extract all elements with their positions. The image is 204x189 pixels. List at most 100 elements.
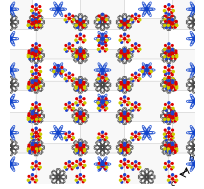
Circle shape — [171, 10, 173, 12]
Circle shape — [167, 117, 169, 119]
Circle shape — [123, 111, 125, 113]
Circle shape — [123, 48, 125, 50]
Circle shape — [65, 104, 66, 105]
Circle shape — [123, 50, 125, 52]
Circle shape — [163, 56, 165, 58]
Circle shape — [31, 54, 33, 56]
Circle shape — [35, 117, 37, 119]
Circle shape — [32, 115, 33, 116]
Circle shape — [164, 104, 165, 105]
Circle shape — [123, 113, 125, 115]
Circle shape — [127, 160, 129, 162]
Circle shape — [31, 81, 33, 84]
Circle shape — [64, 107, 66, 109]
Circle shape — [120, 83, 121, 85]
Circle shape — [31, 53, 33, 54]
Circle shape — [38, 21, 40, 22]
Circle shape — [171, 74, 172, 76]
Circle shape — [60, 72, 62, 74]
Circle shape — [171, 119, 173, 120]
Circle shape — [127, 119, 129, 120]
Circle shape — [79, 50, 81, 52]
Circle shape — [171, 67, 173, 68]
Circle shape — [167, 148, 169, 150]
Circle shape — [57, 65, 59, 67]
Circle shape — [127, 117, 129, 119]
Circle shape — [29, 89, 30, 91]
Circle shape — [145, 65, 147, 67]
Circle shape — [83, 52, 84, 54]
Circle shape — [27, 148, 29, 150]
Circle shape — [123, 54, 125, 56]
Circle shape — [75, 85, 77, 87]
Circle shape — [101, 161, 103, 163]
Circle shape — [35, 136, 37, 137]
FancyBboxPatch shape — [0, 50, 32, 90]
Circle shape — [27, 117, 29, 119]
Circle shape — [57, 69, 59, 71]
Circle shape — [83, 146, 84, 148]
Circle shape — [127, 56, 129, 58]
Circle shape — [171, 21, 172, 22]
Circle shape — [31, 148, 33, 150]
Circle shape — [39, 137, 41, 139]
Circle shape — [127, 56, 129, 58]
Circle shape — [138, 107, 140, 109]
Circle shape — [82, 181, 84, 183]
Circle shape — [71, 50, 73, 52]
Circle shape — [137, 21, 139, 22]
Circle shape — [9, 163, 12, 166]
Circle shape — [83, 50, 84, 52]
Circle shape — [164, 27, 166, 28]
Circle shape — [83, 176, 84, 177]
Circle shape — [98, 163, 99, 164]
Circle shape — [120, 121, 122, 122]
Circle shape — [65, 110, 67, 111]
Circle shape — [119, 87, 121, 89]
Circle shape — [123, 50, 125, 52]
Circle shape — [104, 21, 106, 22]
Circle shape — [101, 131, 103, 133]
Circle shape — [171, 117, 173, 119]
Circle shape — [127, 113, 128, 115]
Circle shape — [39, 48, 41, 50]
Circle shape — [83, 119, 85, 120]
FancyBboxPatch shape — [172, 112, 204, 153]
Circle shape — [31, 148, 33, 150]
Circle shape — [168, 119, 170, 120]
Circle shape — [175, 24, 177, 26]
Circle shape — [71, 21, 73, 22]
Circle shape — [167, 81, 169, 83]
Circle shape — [32, 80, 34, 82]
Circle shape — [131, 80, 133, 82]
Circle shape — [75, 35, 77, 37]
Circle shape — [171, 15, 172, 17]
Circle shape — [34, 26, 36, 28]
Circle shape — [123, 84, 125, 86]
Circle shape — [75, 56, 77, 58]
Circle shape — [68, 102, 70, 104]
Circle shape — [31, 166, 33, 168]
Circle shape — [29, 27, 30, 28]
Circle shape — [34, 181, 36, 183]
Circle shape — [31, 67, 33, 68]
Circle shape — [171, 115, 172, 116]
Circle shape — [68, 72, 70, 74]
Circle shape — [9, 131, 12, 134]
Circle shape — [82, 87, 84, 89]
Circle shape — [127, 52, 128, 54]
Circle shape — [39, 74, 40, 76]
Circle shape — [171, 115, 173, 117]
Circle shape — [97, 166, 99, 168]
Circle shape — [76, 27, 78, 28]
Circle shape — [31, 48, 33, 50]
Circle shape — [76, 89, 78, 91]
Circle shape — [131, 74, 132, 76]
Circle shape — [83, 115, 84, 116]
Circle shape — [31, 178, 33, 180]
Circle shape — [163, 133, 165, 135]
Circle shape — [31, 113, 33, 115]
Circle shape — [170, 109, 172, 111]
Circle shape — [75, 160, 77, 162]
Circle shape — [76, 119, 78, 120]
